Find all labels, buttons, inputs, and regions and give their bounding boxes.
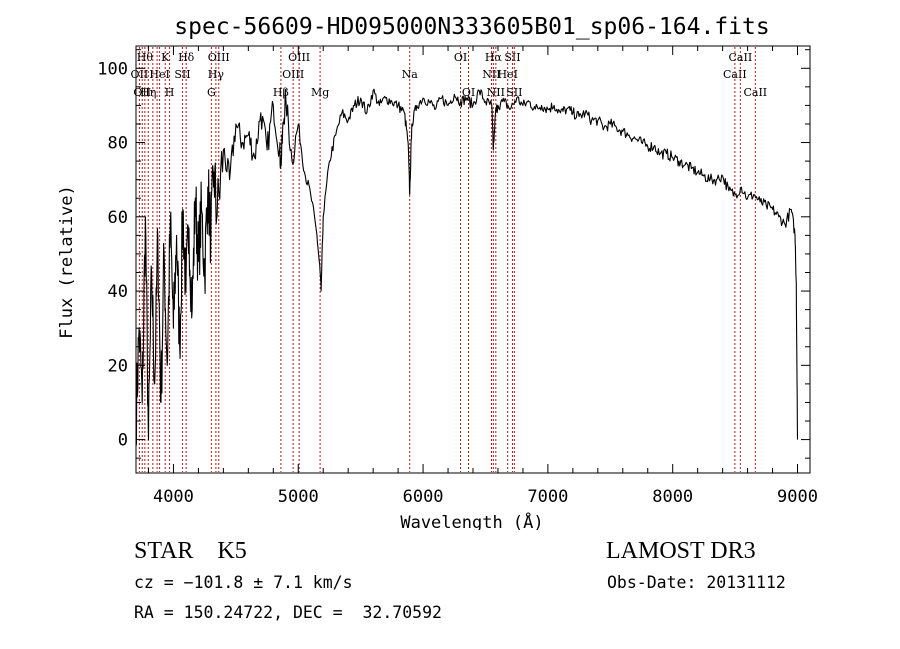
line-label: SII bbox=[174, 68, 190, 81]
line-label: SII bbox=[504, 51, 520, 64]
x-tick-label: 4000 bbox=[153, 487, 194, 507]
line-label: Hδ bbox=[178, 51, 195, 64]
object-classification: STAR K5 bbox=[134, 538, 247, 564]
line-label: CaII bbox=[723, 68, 747, 81]
y-tick-label: 40 bbox=[108, 282, 128, 302]
x-axis-label: Wavelength (Å) bbox=[400, 511, 543, 530]
survey-name: LAMOST DR3 bbox=[606, 538, 756, 564]
y-tick-label: 60 bbox=[108, 208, 128, 228]
observation-date: Obs-Date: 20131112 bbox=[607, 573, 786, 592]
spectrum-line bbox=[135, 88, 799, 446]
line-label: HeI bbox=[497, 68, 517, 81]
line-label: OI bbox=[454, 51, 467, 64]
line-label: CaII bbox=[729, 51, 753, 64]
line-label: OIII bbox=[282, 68, 304, 81]
line-label: OIII bbox=[208, 51, 230, 64]
x-tick-label: 9000 bbox=[777, 487, 818, 507]
ra-dec-readout: RA = 150.24722, DEC = 32.70592 bbox=[134, 603, 442, 622]
line-label: OIII bbox=[288, 51, 310, 64]
line-label: G bbox=[207, 86, 216, 99]
x-tick-label: 7000 bbox=[527, 487, 568, 507]
y-tick-label: 20 bbox=[108, 356, 128, 376]
line-label: H bbox=[165, 86, 175, 99]
line-label: Hθ bbox=[137, 51, 154, 64]
x-tick-label: 5000 bbox=[278, 487, 319, 507]
line-label: K bbox=[161, 51, 170, 64]
y-axis-label: Flux (relative) bbox=[57, 185, 77, 339]
plot-frame bbox=[135, 45, 811, 474]
y-tick-label: 0 bbox=[118, 431, 128, 451]
chart-title: spec-56609-HD095000N333605B01_sp06-164.f… bbox=[174, 14, 769, 40]
x-tick-label: 6000 bbox=[403, 487, 444, 507]
line-label: Hβ bbox=[273, 86, 289, 99]
line-label: Hη bbox=[140, 86, 156, 99]
line-label: Hα bbox=[485, 51, 503, 64]
line-label: Na bbox=[402, 68, 419, 81]
line-label: Hγ bbox=[208, 68, 225, 81]
line-label: HeI bbox=[149, 68, 169, 81]
line-annotations: OII OII Hθ Hη HeI K H SII Hδ G Hγ OIII Hβ OIII OIII Mg N… bbox=[131, 47, 767, 472]
line-label: SII bbox=[506, 86, 522, 99]
spectrum-chart: spec-56609-HD095000N333605B01_sp06-164.f… bbox=[57, 14, 818, 530]
line-label: CaII bbox=[743, 86, 767, 99]
line-label: OII bbox=[131, 68, 149, 81]
y-tick-label: 80 bbox=[108, 134, 128, 154]
redshift-readout: cz = −101.8 ± 7.1 km/s bbox=[134, 573, 353, 592]
line-label: OII bbox=[133, 86, 151, 99]
line-label: Mg bbox=[311, 86, 329, 99]
x-tick-label: 8000 bbox=[652, 487, 693, 507]
axis-ticks: 4000 5000 6000 7000 8000 9000 0 20 40 60 80 100 bbox=[97, 46, 818, 507]
line-label: NII bbox=[487, 86, 505, 99]
y-tick-label: 100 bbox=[97, 59, 128, 79]
